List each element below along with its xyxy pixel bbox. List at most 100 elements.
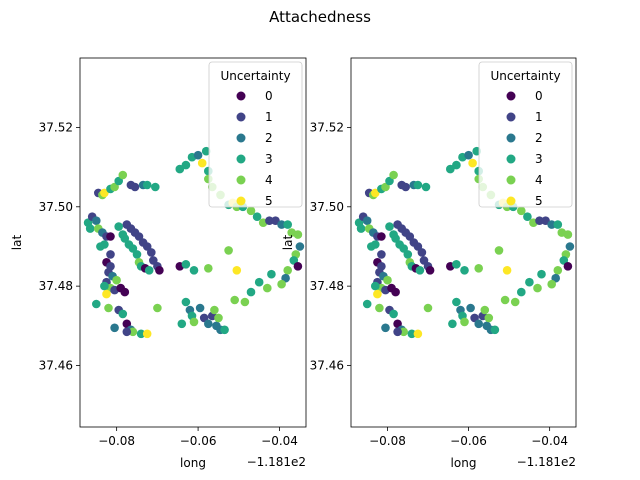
data-point [452, 260, 461, 269]
x-tick-label: −0.08 [369, 434, 406, 448]
x-tick-label: −0.04 [261, 434, 298, 448]
data-point [189, 317, 199, 327]
data-point [484, 313, 494, 323]
data-point [452, 297, 461, 307]
data-point [295, 242, 305, 251]
data-point [254, 277, 264, 287]
x-tick-label: −0.04 [531, 434, 568, 448]
data-point [517, 287, 526, 297]
y-axis-label: lat [281, 235, 295, 251]
data-point [110, 182, 119, 192]
data-point [142, 329, 152, 339]
data-point [500, 295, 510, 305]
y-tick-label: 37.48 [39, 279, 73, 293]
y-tick-label: 37.50 [39, 200, 73, 214]
x-tick-label: −0.06 [180, 434, 217, 448]
data-point [375, 303, 384, 313]
data-point [553, 220, 563, 229]
legend-label: 4 [535, 173, 543, 187]
legend-marker [506, 112, 516, 122]
legend-marker [236, 196, 246, 206]
data-point [210, 305, 219, 315]
legend-marker [236, 154, 246, 164]
data-point [220, 325, 229, 335]
legend-label: 2 [535, 131, 543, 145]
x-tick-label: −0.06 [450, 434, 487, 448]
data-point [181, 260, 191, 269]
data-point [267, 269, 276, 279]
data-point [502, 266, 512, 275]
data-point [189, 266, 199, 275]
scatter-panel-2: −0.08 −0.06 −0.04 37.46 37.48 37.50 37.52 long l… [281, 57, 577, 470]
data-point [460, 266, 469, 275]
legend-marker [506, 196, 516, 206]
legend-label: 1 [535, 110, 543, 124]
y-tick-label: 37.52 [310, 120, 344, 134]
data-point [425, 266, 435, 275]
legend: Uncertainty 0 1 2 3 4 5 [478, 61, 573, 208]
data-point [423, 303, 433, 313]
data-point [563, 230, 573, 239]
data-point [293, 230, 303, 239]
data-point [100, 188, 109, 198]
data-point [155, 266, 164, 275]
data-point [371, 281, 380, 291]
x-tick-label: −0.08 [98, 434, 135, 448]
data-point [112, 275, 121, 285]
data-point [201, 146, 211, 156]
data-point [464, 150, 473, 160]
data-point [403, 250, 413, 259]
data-point [122, 327, 132, 337]
data-point [85, 224, 95, 233]
legend-marker [236, 91, 246, 101]
data-point [118, 170, 128, 180]
data-point [134, 232, 144, 241]
data-point [383, 275, 392, 285]
data-point [517, 206, 526, 216]
data-point [214, 313, 223, 323]
scatter-points [83, 146, 305, 339]
x-axis-label: long [451, 456, 477, 470]
legend-label: 2 [265, 131, 273, 145]
data-point [147, 248, 156, 257]
data-point [474, 264, 484, 273]
legend-marker [506, 175, 516, 185]
legend-title: Uncertainty [220, 69, 290, 83]
data-point [460, 317, 469, 327]
data-point [114, 222, 123, 231]
legend-label: 5 [265, 194, 273, 208]
data-point [533, 283, 542, 293]
data-point [283, 220, 293, 229]
legend-label: 4 [265, 173, 273, 187]
legend-label: 0 [265, 89, 273, 103]
data-point [468, 158, 477, 168]
data-point [132, 250, 142, 259]
data-point [391, 287, 400, 297]
data-point [104, 303, 113, 313]
data-point [553, 266, 563, 275]
data-point [195, 303, 205, 313]
x-offset-label: −1.181e2 [517, 455, 576, 469]
data-point [128, 327, 138, 337]
data-point [92, 216, 101, 225]
legend-label: 3 [535, 152, 543, 166]
data-point [181, 297, 191, 307]
data-point [100, 281, 109, 291]
data-point [151, 182, 160, 192]
data-point [535, 216, 544, 225]
legend-marker [506, 91, 516, 101]
data-point [197, 158, 207, 168]
data-point [96, 242, 105, 251]
data-point [240, 297, 250, 307]
data-point [401, 182, 411, 192]
y-tick-label: 37.52 [39, 120, 73, 134]
data-point [377, 232, 386, 241]
data-point [232, 266, 242, 275]
data-point [271, 216, 280, 225]
data-point [362, 216, 372, 225]
scatter-panel-1: −0.08 −0.06 −0.04 37.46 37.48 37.50 37.52 long l… [10, 57, 307, 470]
data-point [283, 266, 293, 275]
data-point [547, 220, 556, 229]
data-point [399, 327, 409, 337]
